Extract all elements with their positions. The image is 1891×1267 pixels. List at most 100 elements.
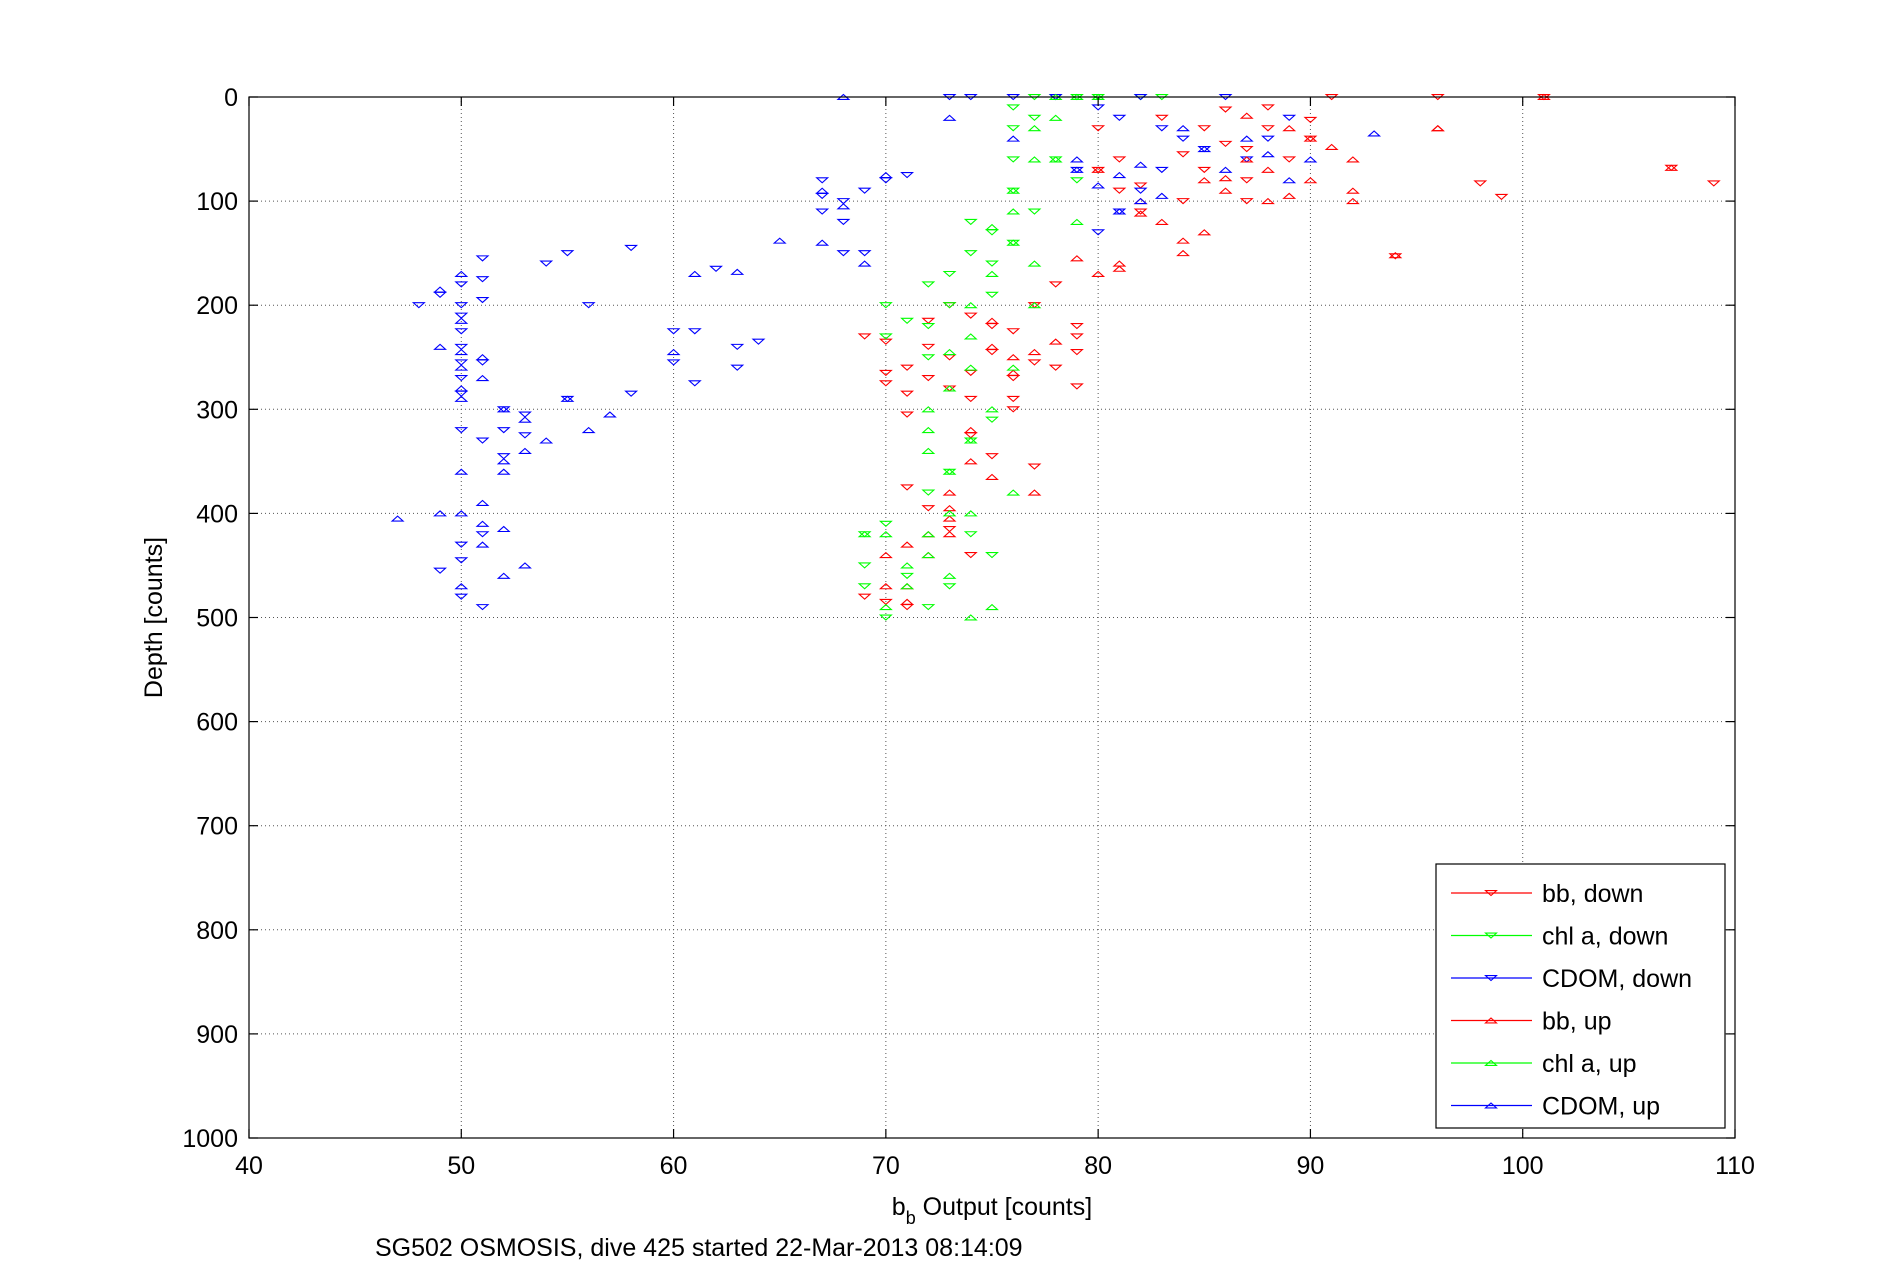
data-point: [709, 265, 723, 272]
data-point: [1218, 106, 1233, 113]
y-tick-label: 800: [196, 917, 238, 945]
legend-item-1: chl a, down: [1451, 923, 1668, 951]
data-point: [1261, 166, 1275, 173]
data-point: [878, 177, 893, 184]
data-point: [454, 312, 469, 319]
data-point: [878, 614, 893, 621]
legend-item-2: CDOM, down: [1451, 965, 1692, 993]
data-point: [985, 416, 999, 423]
data-point: [815, 187, 830, 194]
data-point: [985, 291, 999, 299]
legend-marker: [1484, 1017, 1498, 1024]
data-point: [942, 114, 957, 121]
data-point: [900, 172, 915, 179]
data-point: [390, 515, 405, 522]
data-point: [1282, 192, 1297, 199]
data-point: [454, 348, 469, 356]
data-point: [857, 531, 872, 538]
data-point: [454, 583, 469, 590]
series-0: [857, 93, 1721, 611]
data-point: [900, 484, 915, 491]
data-point: [1112, 208, 1127, 215]
data-point: [857, 187, 872, 194]
data-point: [581, 302, 596, 309]
data-point: [1303, 135, 1318, 142]
data-point: [730, 343, 745, 351]
data-point: [1197, 145, 1212, 153]
data-point: [985, 322, 999, 330]
data-point: [900, 583, 915, 590]
data-point: [836, 218, 851, 226]
data-point: [1006, 239, 1021, 246]
data-point: [1112, 156, 1127, 163]
data-point: [942, 468, 957, 475]
data-point: [496, 427, 511, 434]
data-point: [602, 411, 617, 418]
data-points: [390, 93, 1721, 621]
data-point: [1027, 302, 1042, 309]
data-point: [942, 531, 957, 538]
series-2: [411, 93, 1297, 611]
data-point: [454, 328, 469, 335]
axis-ticks: 40 50 60 70 80 90 100 110 0 100 200 300 400 500 600 700…: [182, 84, 1755, 1180]
data-point: [985, 603, 999, 611]
data-point: [1303, 177, 1318, 184]
data-point: [1133, 161, 1148, 168]
data-point: [1197, 146, 1212, 153]
data-point: [942, 515, 957, 522]
data-point: [900, 411, 915, 418]
data-point: [1069, 166, 1084, 174]
y-tick-label: 500: [196, 605, 238, 633]
y-tick-label: 0: [224, 84, 238, 112]
data-point: [985, 343, 999, 350]
data-point: [475, 374, 490, 382]
data-point: [921, 531, 936, 538]
data-point: [1218, 166, 1233, 173]
data-point: [772, 237, 787, 244]
data-point: [1261, 151, 1275, 158]
data-point: [1197, 166, 1212, 174]
data-point: [475, 531, 490, 538]
y-tick-label: 900: [196, 1021, 238, 1049]
data-point: [1006, 104, 1021, 111]
data-point: [963, 437, 978, 444]
data-point: [496, 468, 511, 475]
data-point: [454, 302, 469, 309]
data-point: [836, 203, 851, 210]
data-point: [815, 208, 830, 215]
x-tick-label: 80: [1084, 1152, 1112, 1180]
data-point: [900, 541, 915, 548]
legend-item-0: bb, down: [1451, 880, 1643, 908]
series-1: [857, 93, 1169, 621]
data-point: [1069, 156, 1084, 163]
data-point: [1239, 177, 1254, 184]
series-5: [390, 93, 1382, 590]
data-point: [963, 364, 978, 371]
x-tick-label: 40: [235, 1152, 263, 1180]
data-point: [1706, 180, 1721, 187]
data-point: [1027, 208, 1042, 215]
data-point: [900, 604, 915, 611]
data-point: [836, 250, 851, 257]
data-point: [1048, 156, 1063, 163]
data-point: [475, 255, 490, 262]
data-point: [857, 260, 872, 267]
data-point: [1006, 239, 1021, 246]
data-point: [1006, 406, 1021, 413]
data-point: [1239, 156, 1254, 163]
data-point: [1133, 197, 1148, 205]
data-point: [963, 437, 978, 444]
data-point: [942, 270, 957, 278]
data-point: [1154, 218, 1169, 225]
data-point: [454, 364, 469, 371]
data-point: [475, 354, 490, 361]
data-point: [1176, 125, 1190, 132]
data-point: [687, 270, 702, 277]
data-point: [836, 198, 851, 205]
data-point: [454, 385, 469, 392]
data-point: [1006, 369, 1021, 376]
data-point: [1006, 156, 1021, 163]
data-point: [518, 411, 532, 418]
series-4: [857, 93, 1106, 621]
data-point: [857, 562, 872, 569]
